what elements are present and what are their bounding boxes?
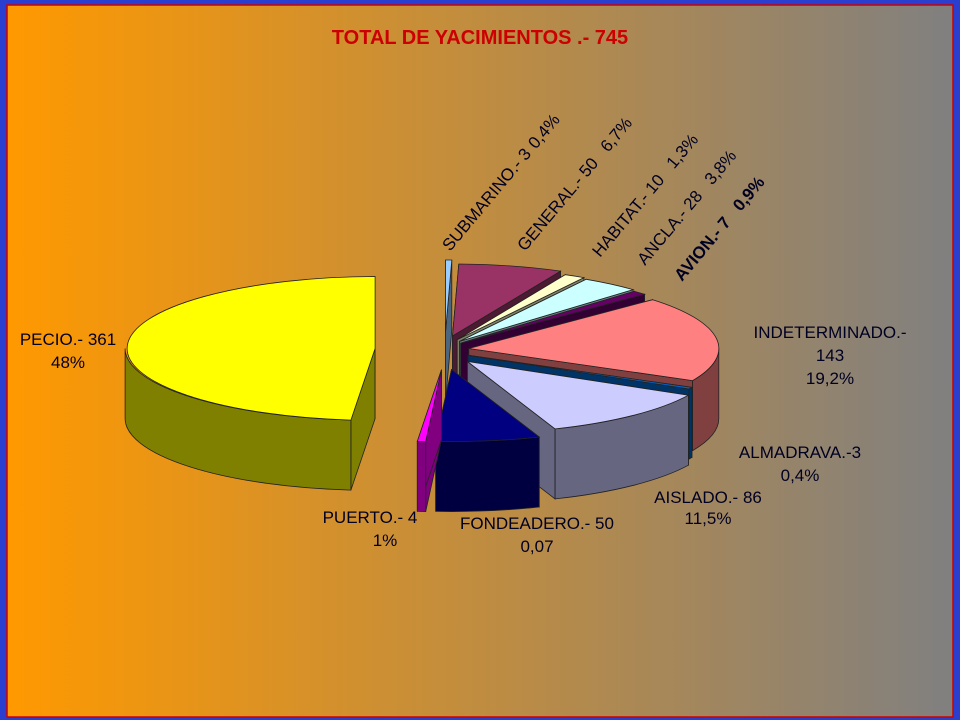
slice-percent: 11,5% [685,509,732,528]
slice [416,369,442,443]
slice [459,278,635,342]
slice [456,274,586,341]
slice-label: INDETERMINADO.- [754,323,907,342]
slice [460,290,647,344]
pie [124,259,720,513]
slice [452,263,562,337]
slice-wall [416,440,427,513]
slice-label: AISLADO.- 86 [654,488,762,507]
slice-percent: 48% [51,353,85,372]
slice-label: FONDEADERO.- 50 [460,514,614,533]
slice-wall [688,386,693,460]
slice-value: 143 [816,346,844,365]
slice-wall [435,436,540,512]
slice-label: PECIO.- 361 [20,330,116,349]
slice-label: ALMADRAVA.-3 [739,443,861,462]
slice-percent: 0,07 [520,537,553,556]
slice [468,299,720,382]
slice [445,259,453,333]
slice-percent: 19,2% [806,369,854,388]
slice-label: PUERTO.- 4 [323,508,418,527]
slice [126,276,376,421]
slice [468,354,694,390]
slice-percent: 0,4% [781,466,820,485]
chart-title: TOTAL DE YACIMIENTOS .- 745 [332,27,628,49]
slice [467,361,690,430]
slice-percent: 1% [373,531,398,550]
